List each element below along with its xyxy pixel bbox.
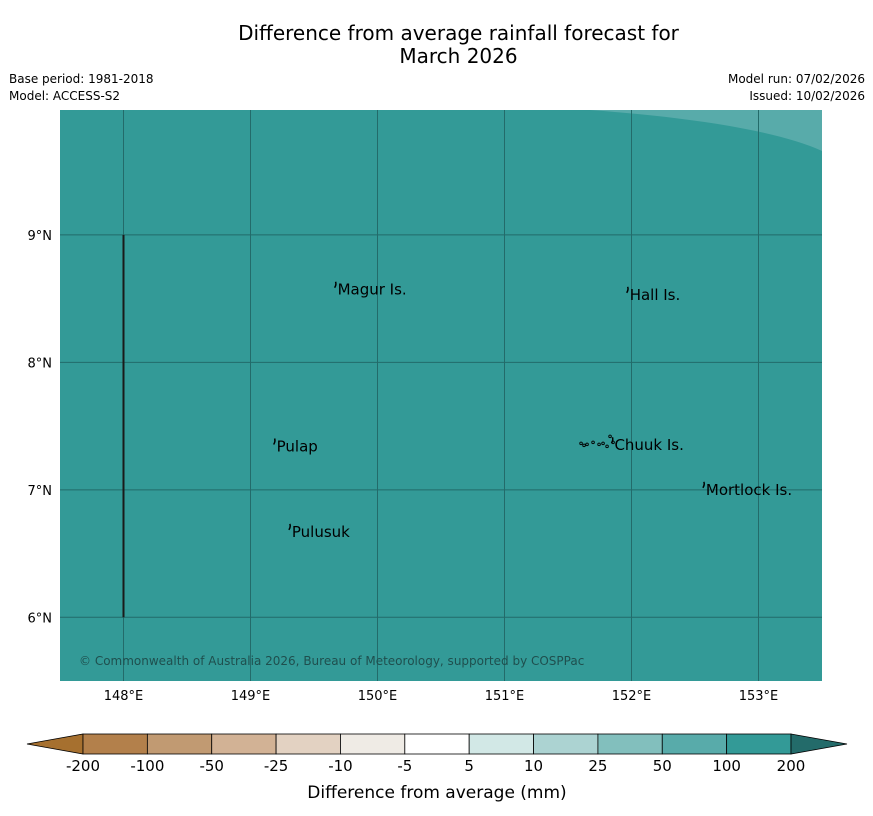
issued-date-text: Issued: 10/02/2026 xyxy=(749,89,865,103)
longitude-label: 151°E xyxy=(485,689,525,704)
colorbar-tick-label: -50 xyxy=(199,757,224,775)
islet-shape xyxy=(597,442,601,447)
map-area xyxy=(60,110,822,681)
place-label: Magur Is. xyxy=(338,281,407,299)
place-label: Pulusuk xyxy=(292,523,350,541)
place-label: Hall Is. xyxy=(630,286,681,304)
longitude-label: 152°E xyxy=(612,689,652,704)
map-title: Difference from average rainfall forecas… xyxy=(0,22,873,68)
run-info: Model run: 07/02/2026 Issued: 10/02/2026 xyxy=(728,71,865,105)
island-marker xyxy=(272,438,276,445)
islet-shape xyxy=(611,440,615,445)
colorbar-tick-label: -100 xyxy=(130,757,164,775)
latitude-label: 6°N xyxy=(28,611,53,626)
colorbar-tick-label: 10 xyxy=(524,757,543,775)
colorbar-extend-high xyxy=(790,733,848,755)
colorbar-segment xyxy=(468,733,534,755)
colorbar-segment xyxy=(404,733,470,755)
colorbar-legend: -200 -100 -50 -25 -10 -5 5 10 25 50 100 200 Differe… xyxy=(26,733,848,803)
colorbar-segment xyxy=(726,733,792,755)
island-marker xyxy=(288,523,291,531)
colorbar-tick-label: -25 xyxy=(264,757,289,775)
latitude-labels: 9°N 8°N 7°N 6°N xyxy=(28,229,53,626)
model-info: Base period: 1981-2018 Model: ACCESS-S2 xyxy=(9,71,154,105)
longitude-label: 150°E xyxy=(358,689,398,704)
map-title-line-2: March 2026 xyxy=(399,44,518,68)
colorbar-segment xyxy=(597,733,663,755)
colorbar-tick-label: 200 xyxy=(777,757,806,775)
place-label: Pulap xyxy=(277,437,318,455)
model-run-text: Model run: 07/02/2026 xyxy=(727,72,865,86)
islet-shape xyxy=(591,440,595,445)
place-labels: Magur Is. Hall Is. Pulap Chuuk Is. Mortlock … xyxy=(277,281,792,541)
model-name-text: Model: ACCESS-S2 xyxy=(9,89,121,103)
colorbar-segment xyxy=(146,733,213,755)
place-label: Chuuk Is. xyxy=(614,436,683,454)
islet-shape xyxy=(601,441,605,446)
island-marker xyxy=(333,281,337,289)
island-shapes xyxy=(272,281,705,531)
islet-shape xyxy=(585,442,589,447)
latitude-label: 9°N xyxy=(28,229,53,244)
island-marker xyxy=(626,286,629,294)
island-marker xyxy=(702,481,705,489)
longitude-label: 149°E xyxy=(231,689,271,704)
colorbar-title: Difference from average (mm) xyxy=(307,783,566,803)
colorbar-tick-label: 5 xyxy=(464,757,474,775)
colorbar-tick-label: -10 xyxy=(328,757,353,775)
islet-shape xyxy=(608,434,612,439)
colorbar-tick-label: 50 xyxy=(653,757,672,775)
copyright-text: © Commonwealth of Australia 2026, Bureau… xyxy=(79,654,584,668)
longitude-label: 148°E xyxy=(104,689,144,704)
colorbar-segment xyxy=(340,733,406,755)
place-label: Mortlock Is. xyxy=(706,481,792,499)
islet-shape xyxy=(605,444,609,449)
colorbar-segment xyxy=(211,733,277,755)
colorbar-tick-label: -5 xyxy=(397,757,412,775)
colorbar-segment xyxy=(275,733,341,755)
colorbar-segment xyxy=(661,733,728,755)
colorbar-segment xyxy=(82,733,148,755)
islet-shape xyxy=(582,443,586,448)
lighter-anomaly-region xyxy=(590,110,822,151)
colorbar-tick-label: 100 xyxy=(712,757,741,775)
colorbar-tick-label: 25 xyxy=(588,757,607,775)
map-title-line-1: Difference from average rainfall forecas… xyxy=(238,21,679,45)
islet-shape xyxy=(579,441,583,446)
latitude-label: 8°N xyxy=(28,356,53,371)
latitude-label: 7°N xyxy=(28,484,53,499)
longitude-label: 153°E xyxy=(739,689,779,704)
colorbar-segment xyxy=(533,733,599,755)
base-period-text: Base period: 1981-2018 xyxy=(9,72,154,86)
longitude-labels: 148°E 149°E 150°E 151°E 152°E 153°E xyxy=(104,689,779,704)
colorbar-tick-label: -200 xyxy=(66,757,100,775)
colorbar-extend-low xyxy=(26,733,84,755)
